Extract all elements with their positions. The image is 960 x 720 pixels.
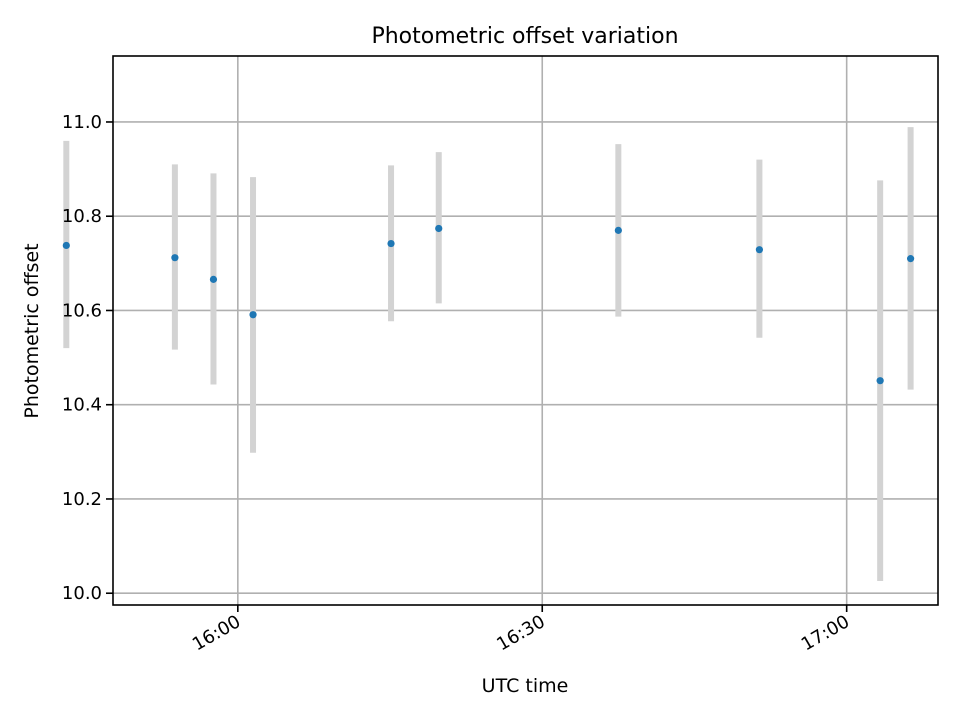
chart-title: Photometric offset variation: [371, 24, 678, 49]
data-points: [62, 224, 915, 385]
y-axis-ticks: 10.0 10.2 10.4 10.6 10.8 11.0: [62, 112, 113, 604]
y-axis-label: Photometric offset: [21, 243, 43, 418]
plot-frame: [112, 55, 939, 606]
data-point: [435, 224, 443, 233]
data-point: [907, 255, 915, 263]
y-tick-label: 10.8: [62, 206, 102, 227]
data-point: [171, 254, 179, 262]
data-point: [249, 311, 257, 319]
y-tick-label: 11.0: [62, 112, 102, 133]
x-axis-label: UTC time: [482, 675, 569, 697]
y-tick-label: 10.2: [62, 489, 102, 510]
y-tick-label: 10.4: [62, 395, 102, 416]
data-point: [614, 226, 622, 234]
y-tick-label: 10.0: [62, 583, 102, 604]
data-point: [387, 239, 395, 248]
data-point: [876, 377, 884, 385]
data-point: [755, 246, 764, 254]
data-point: [209, 275, 218, 283]
data-point: [62, 241, 70, 250]
y-tick-label: 10.6: [62, 300, 102, 321]
